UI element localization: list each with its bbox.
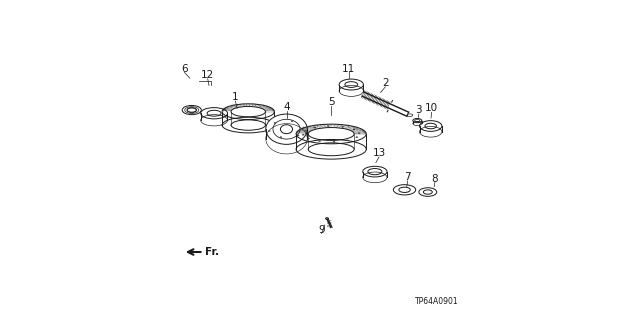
- Text: TP64A0901: TP64A0901: [415, 297, 459, 306]
- Ellipse shape: [339, 79, 364, 90]
- Ellipse shape: [333, 141, 335, 142]
- Polygon shape: [420, 126, 442, 132]
- Text: 6: 6: [181, 63, 188, 74]
- Polygon shape: [296, 134, 366, 149]
- Ellipse shape: [314, 127, 316, 128]
- Ellipse shape: [319, 141, 321, 142]
- Ellipse shape: [326, 218, 328, 219]
- Ellipse shape: [413, 119, 422, 122]
- Ellipse shape: [353, 129, 355, 130]
- Text: 8: 8: [431, 174, 438, 184]
- Ellipse shape: [328, 126, 329, 127]
- Ellipse shape: [266, 114, 307, 144]
- Ellipse shape: [347, 140, 348, 141]
- Polygon shape: [339, 85, 364, 91]
- Text: 13: 13: [372, 148, 386, 158]
- Ellipse shape: [280, 125, 292, 134]
- Ellipse shape: [291, 121, 293, 122]
- Ellipse shape: [274, 122, 276, 123]
- Ellipse shape: [303, 127, 305, 128]
- Ellipse shape: [302, 134, 304, 135]
- Ellipse shape: [307, 138, 309, 139]
- Text: 4: 4: [283, 102, 290, 112]
- Text: 12: 12: [201, 70, 214, 80]
- Text: 9: 9: [318, 225, 325, 235]
- Ellipse shape: [394, 185, 416, 195]
- Text: 3: 3: [415, 105, 422, 115]
- Polygon shape: [201, 113, 227, 120]
- Ellipse shape: [358, 133, 360, 134]
- Ellipse shape: [182, 106, 202, 115]
- Text: Fr.: Fr.: [205, 247, 220, 257]
- Text: 11: 11: [342, 63, 355, 74]
- Ellipse shape: [298, 135, 299, 136]
- Text: 5: 5: [328, 97, 335, 107]
- Text: 10: 10: [425, 103, 438, 114]
- Ellipse shape: [201, 108, 227, 119]
- Ellipse shape: [419, 188, 436, 196]
- Text: 7: 7: [404, 172, 411, 182]
- Polygon shape: [222, 112, 275, 125]
- Polygon shape: [363, 172, 387, 177]
- Ellipse shape: [269, 130, 270, 131]
- Text: 1: 1: [232, 92, 239, 102]
- Text: 2: 2: [382, 78, 388, 88]
- Ellipse shape: [363, 166, 387, 177]
- Ellipse shape: [185, 107, 199, 114]
- Ellipse shape: [420, 121, 442, 131]
- Ellipse shape: [305, 130, 307, 131]
- Ellipse shape: [280, 137, 282, 138]
- Ellipse shape: [342, 126, 344, 127]
